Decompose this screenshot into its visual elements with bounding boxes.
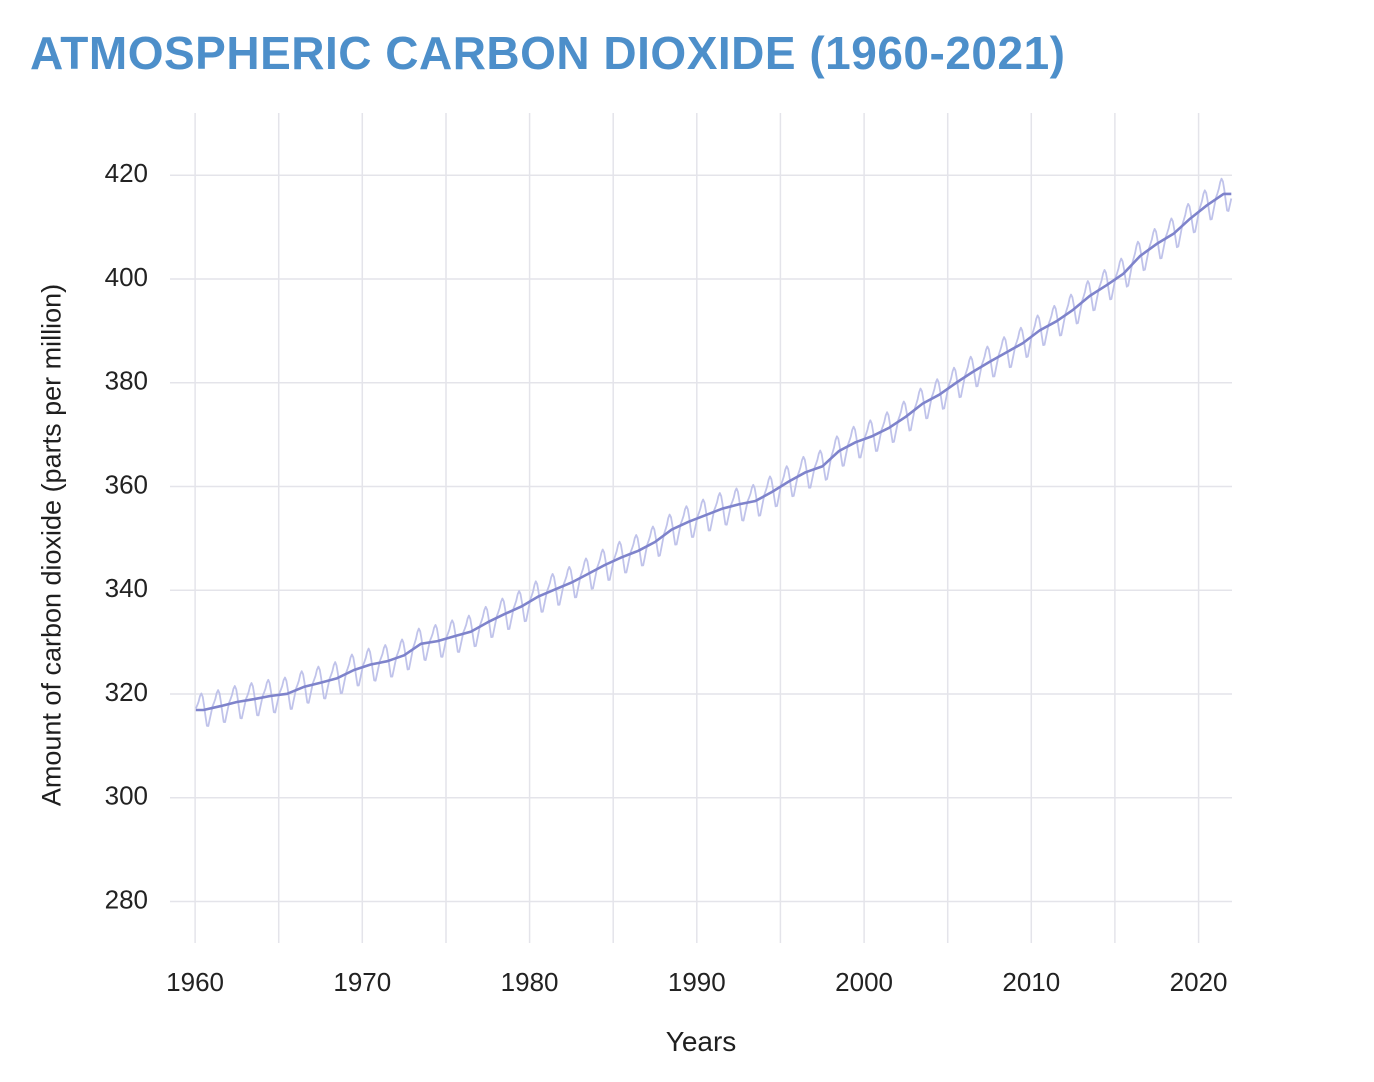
- x-tick-label: 1990: [668, 967, 726, 997]
- y-tick-label: 300: [105, 781, 148, 811]
- x-tick-labels: 1960 1970 1980 1990 2000 2010 2020: [166, 967, 1227, 997]
- seasonal-co2-line: [194, 177, 1233, 727]
- x-tick-label: 1960: [166, 967, 224, 997]
- y-tick-label: 420: [105, 158, 148, 188]
- y-tick-label: 280: [105, 884, 148, 914]
- x-tick-label: 2020: [1170, 967, 1228, 997]
- y-tick-label: 360: [105, 469, 148, 499]
- co2-line-chart: 280 300 320 340 360 380 400 420 1960 1970 1980 1990…: [105, 113, 1233, 997]
- y-tick-label: 320: [105, 677, 148, 707]
- x-tick-label: 2010: [1002, 967, 1060, 997]
- x-tick-label: 2000: [835, 967, 893, 997]
- chart-title: ATMOSPHERIC CARBON DIOXIDE (1960-2021): [30, 27, 1066, 79]
- y-tick-label: 340: [105, 573, 148, 603]
- y-tick-label: 380: [105, 366, 148, 396]
- x-tick-label: 1970: [333, 967, 391, 997]
- x-axis-label: Years: [665, 1026, 737, 1057]
- y-tick-label: 400: [105, 262, 148, 292]
- grid-lines: [170, 113, 1232, 943]
- y-tick-labels: 280 300 320 340 360 380 400 420: [105, 158, 148, 914]
- annual-mean-co2-line: [195, 192, 1232, 712]
- x-tick-label: 1980: [501, 967, 559, 997]
- y-axis-label: Amount of carbon dioxide (parts per mill…: [36, 283, 67, 807]
